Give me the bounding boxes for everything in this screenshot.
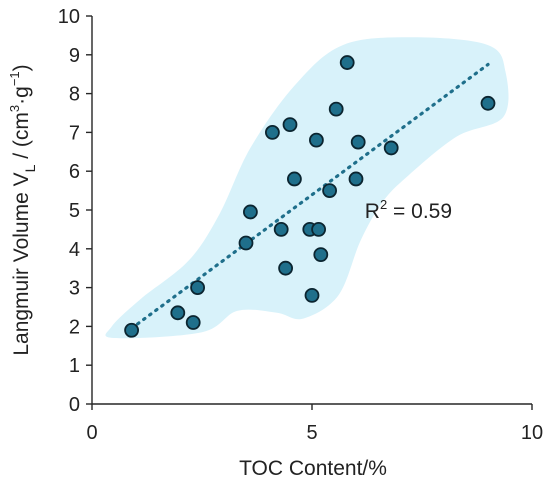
data-point-23: [480, 95, 496, 111]
x-axis-title: TOC Content/%: [239, 457, 387, 480]
y-tick-label-3: 3: [69, 278, 80, 300]
data-point-11: [286, 171, 302, 187]
y-tick-label-10: 10: [58, 6, 80, 28]
data-point-6: [242, 204, 258, 220]
plot-area: [105, 37, 509, 339]
y-tick-label-8: 8: [69, 84, 80, 106]
data-point-4: [190, 280, 206, 296]
data-point-13: [304, 287, 320, 303]
axes: 0 5 10 0 1 2 3 4 5 6 7 8 9 10: [58, 6, 543, 444]
data-point-21: [350, 134, 366, 150]
r-squared-annotation: R2 = 0.59: [365, 197, 452, 223]
x-tick-label-5: 5: [306, 422, 317, 444]
data-point-19: [339, 55, 355, 70]
data-point-2: [170, 305, 186, 321]
y-axis-title-unit-mid: ·g: [10, 86, 33, 105]
data-point-8: [273, 221, 289, 237]
y-tick-label-9: 9: [69, 45, 80, 67]
y-tick-label-6: 6: [69, 161, 80, 183]
x-tick-label-10: 10: [521, 422, 543, 444]
data-point-14: [308, 132, 324, 148]
y-axis-title-base: Langmuir Volume V: [10, 172, 33, 355]
y-tick-label-5: 5: [69, 200, 80, 222]
y-tick-label-7: 7: [69, 122, 80, 144]
data-point-17: [322, 183, 338, 199]
r-squared-superscript: 2: [380, 197, 387, 212]
data-point-16: [313, 247, 329, 263]
r-squared-prefix: R: [365, 200, 380, 223]
data-point-1: [124, 322, 140, 338]
y-axis-title-subscript: L: [22, 164, 38, 172]
data-point-10: [282, 117, 298, 133]
data-point-20: [348, 171, 364, 187]
data-points: [124, 55, 496, 338]
data-point-9: [278, 260, 294, 276]
y-tick-label-1: 1: [69, 355, 80, 377]
y-axis-ticks: 0 1 2 3 4 5 6 7 8 9 10: [58, 6, 92, 416]
r-squared-value: = 0.59: [387, 200, 452, 223]
data-point-7: [264, 124, 280, 140]
x-tick-label-0: 0: [86, 422, 97, 444]
y-tick-label-2: 2: [69, 316, 80, 338]
data-point-5: [238, 235, 254, 251]
data-envelope-region: [105, 37, 509, 339]
y-tick-label-4: 4: [69, 239, 80, 261]
y-axis-title-unit-open: / (cm: [10, 112, 33, 165]
y-axis-title-unit-close: ): [10, 64, 33, 71]
y-axis-title-unit-sup2: −1: [7, 71, 22, 86]
y-axis-title: Langmuir Volume VL / (cm3·g−1): [7, 64, 38, 355]
data-point-18: [328, 101, 344, 117]
y-tick-label-0: 0: [69, 394, 80, 416]
data-point-3: [185, 315, 201, 330]
data-point-22: [383, 140, 399, 156]
x-axis-ticks: 0 5 10: [86, 404, 543, 444]
y-axis-title-unit-sup: 3: [7, 105, 22, 112]
data-point-15: [311, 221, 327, 237]
